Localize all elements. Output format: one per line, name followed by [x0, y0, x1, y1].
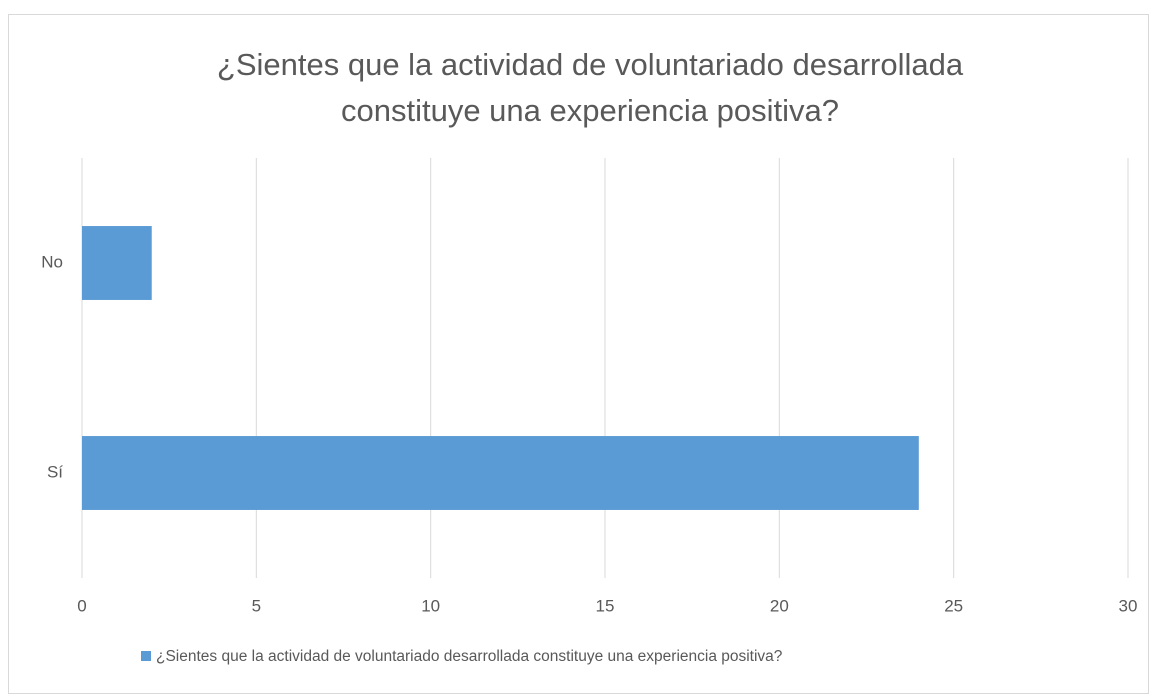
legend-label: ¿Sientes que la actividad de voluntariad… [156, 648, 783, 665]
y-tick-label: No [41, 252, 63, 271]
x-tick-label: 20 [770, 596, 789, 615]
chart-title: ¿Sientes que la actividad de voluntariad… [216, 47, 964, 128]
x-tick-label: 0 [77, 596, 86, 615]
x-tick-label: 10 [421, 596, 440, 615]
bar [82, 226, 152, 300]
x-tick-label: 15 [596, 596, 615, 615]
bar [82, 436, 919, 510]
x-tick-label: 5 [252, 596, 261, 615]
x-tick-label: 30 [1119, 596, 1138, 615]
legend-swatch [141, 651, 151, 661]
x-tick-label: 25 [944, 596, 963, 615]
y-tick-label: Sí [47, 462, 63, 481]
